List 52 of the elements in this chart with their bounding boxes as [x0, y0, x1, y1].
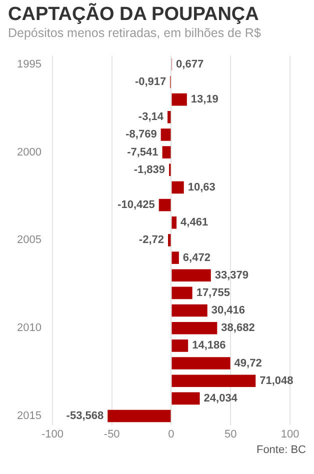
- bar: [172, 357, 230, 370]
- source-note: Fonte: BC: [255, 444, 306, 456]
- data-label: -10,425: [118, 199, 155, 212]
- data-label: 71,048: [260, 374, 294, 387]
- data-label: -0,917: [134, 76, 166, 88]
- y-tick-label: 1995: [16, 58, 42, 70]
- bar: [108, 410, 171, 422]
- data-label: 4,461: [180, 216, 208, 229]
- bar: [172, 286, 192, 300]
- data-label: 38,682: [221, 322, 255, 334]
- bar: [172, 93, 187, 106]
- bar: [172, 216, 177, 229]
- y-tick-label: 2015: [16, 410, 42, 422]
- bar: [172, 340, 188, 352]
- bar: [158, 198, 171, 212]
- bar: [172, 304, 208, 317]
- data-label: 17,755: [196, 286, 230, 299]
- data-label: 14,186: [192, 340, 226, 352]
- bar: [168, 110, 171, 124]
- bar: [172, 181, 184, 194]
- data-label: 49,72: [234, 357, 262, 370]
- x-tick-label: 50: [224, 428, 237, 440]
- bar: [172, 269, 211, 282]
- data-label: 13,19: [190, 94, 218, 106]
- bar: [172, 392, 200, 405]
- data-label: 33,379: [214, 269, 249, 282]
- data-label: 10,63: [188, 181, 216, 194]
- data-label: -3,14: [138, 111, 164, 124]
- chart-subtitle: Depósitos menos retiradas, em bilhões de R$: [8, 26, 262, 40]
- x-tick-label: -100: [41, 428, 64, 440]
- data-label: 30,416: [211, 304, 246, 317]
- bar: [172, 322, 218, 334]
- bar: [172, 252, 179, 264]
- bar: [162, 146, 171, 158]
- data-label: -1,839: [134, 164, 166, 176]
- bar: [168, 234, 171, 246]
- data-label: 0,677: [176, 58, 204, 70]
- y-tick-label: 2010: [16, 322, 42, 334]
- bar: [172, 374, 256, 387]
- data-label: 24,034: [204, 392, 238, 404]
- y-tick-label: 2005: [16, 234, 42, 246]
- x-tick-label: 100: [280, 428, 300, 440]
- data-label: 6,472: [182, 252, 210, 264]
- data-label: -8,769: [126, 128, 157, 141]
- chart-title: CAPTAÇÃO DA POUPANÇA: [8, 4, 260, 26]
- x-tick-label: 0: [168, 428, 174, 440]
- x-tick-label: -50: [104, 428, 120, 440]
- data-label: -2,72: [138, 234, 164, 246]
- data-label: -7,541: [127, 146, 158, 158]
- bar: [160, 128, 171, 141]
- data-label: -53,568: [66, 410, 104, 422]
- y-tick-label: 2000: [16, 146, 42, 158]
